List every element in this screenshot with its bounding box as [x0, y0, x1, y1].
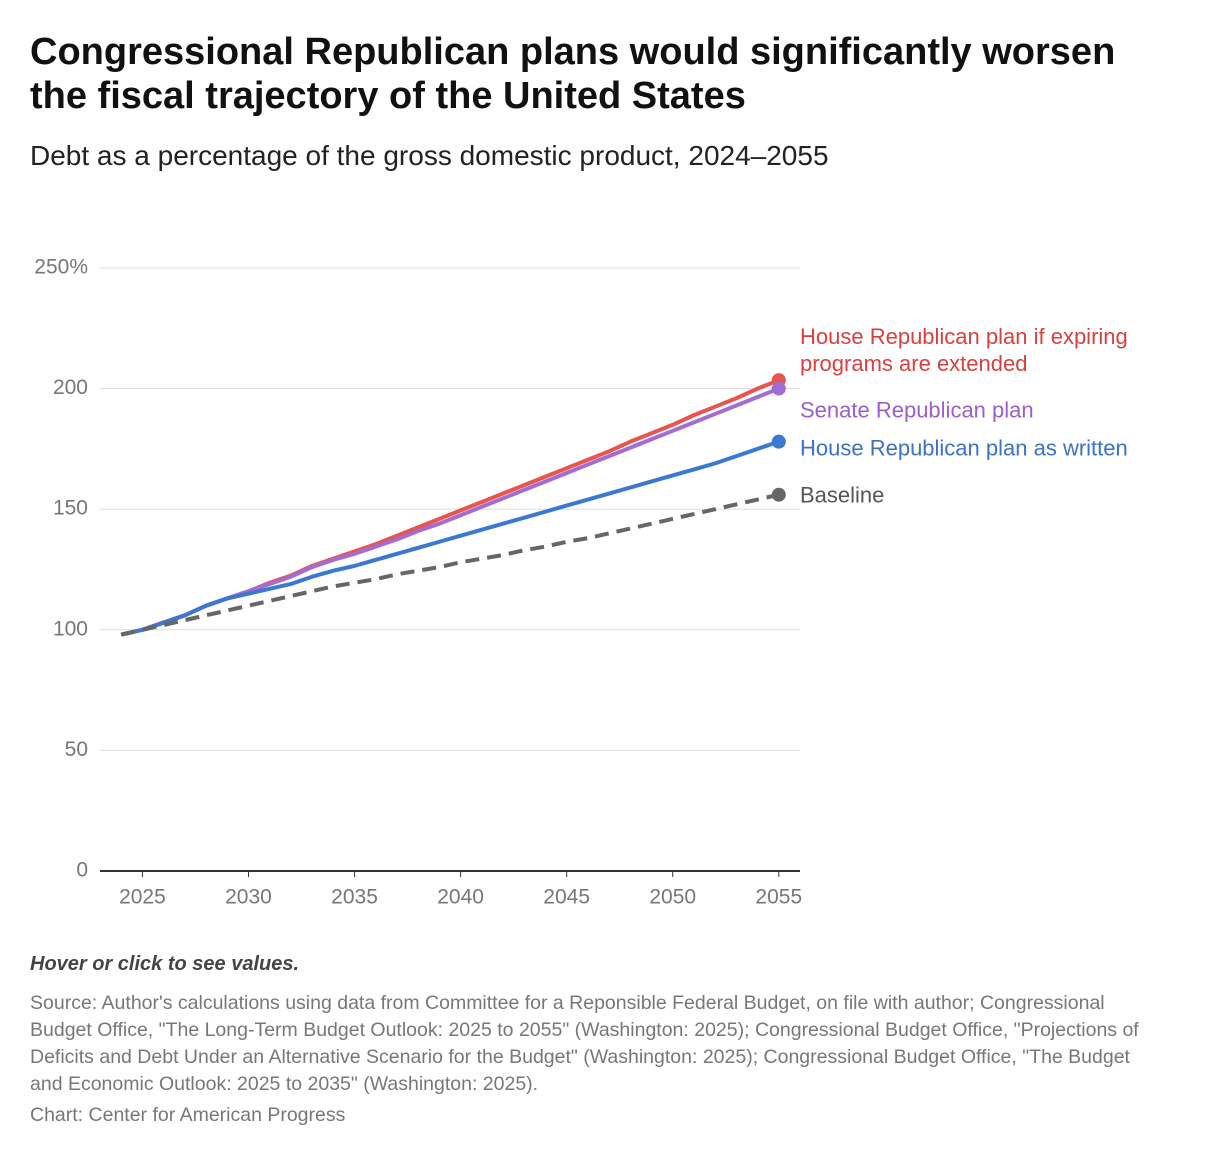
end-point [771, 487, 786, 502]
x-tick-label: 2040 [437, 886, 484, 909]
series-label: House Republican plan as written [800, 435, 1128, 461]
y-tick-label: 100 [53, 617, 88, 640]
chart-subtitle: Debt as a percentage of the gross domest… [30, 140, 829, 171]
x-tick-label: 2045 [543, 886, 590, 909]
source: Source: Author's calculations using data… [30, 992, 1139, 1095]
y-tick-label: 250% [34, 256, 88, 279]
end-point [771, 434, 786, 449]
y-tick-label: 150 [53, 497, 88, 520]
series-line [120, 492, 780, 637]
series-line [120, 386, 780, 637]
series-label: Baseline [800, 482, 885, 508]
series-line [120, 378, 780, 637]
note: Hover or click to see values. [30, 953, 300, 975]
x-tick-label: 2025 [119, 886, 166, 909]
x-tick-label: 2030 [225, 886, 272, 909]
series-label: Senate Republican plan [800, 397, 1034, 423]
y-tick-label: 200 [53, 376, 88, 399]
x-tick-label: 2035 [331, 886, 378, 909]
series-label: House Republican plan if expiring progra… [800, 324, 1128, 377]
y-tick-label: 0 [76, 859, 88, 882]
y-tick-label: 50 [65, 738, 88, 761]
end-point [771, 381, 786, 396]
chart-title: Congressional Republican plans would sig… [30, 31, 1116, 117]
credit: Chart: Center for American Progress [30, 1104, 346, 1126]
series-line [120, 439, 780, 637]
x-tick-label: 2055 [755, 886, 802, 909]
x-tick-label: 2050 [649, 886, 696, 909]
